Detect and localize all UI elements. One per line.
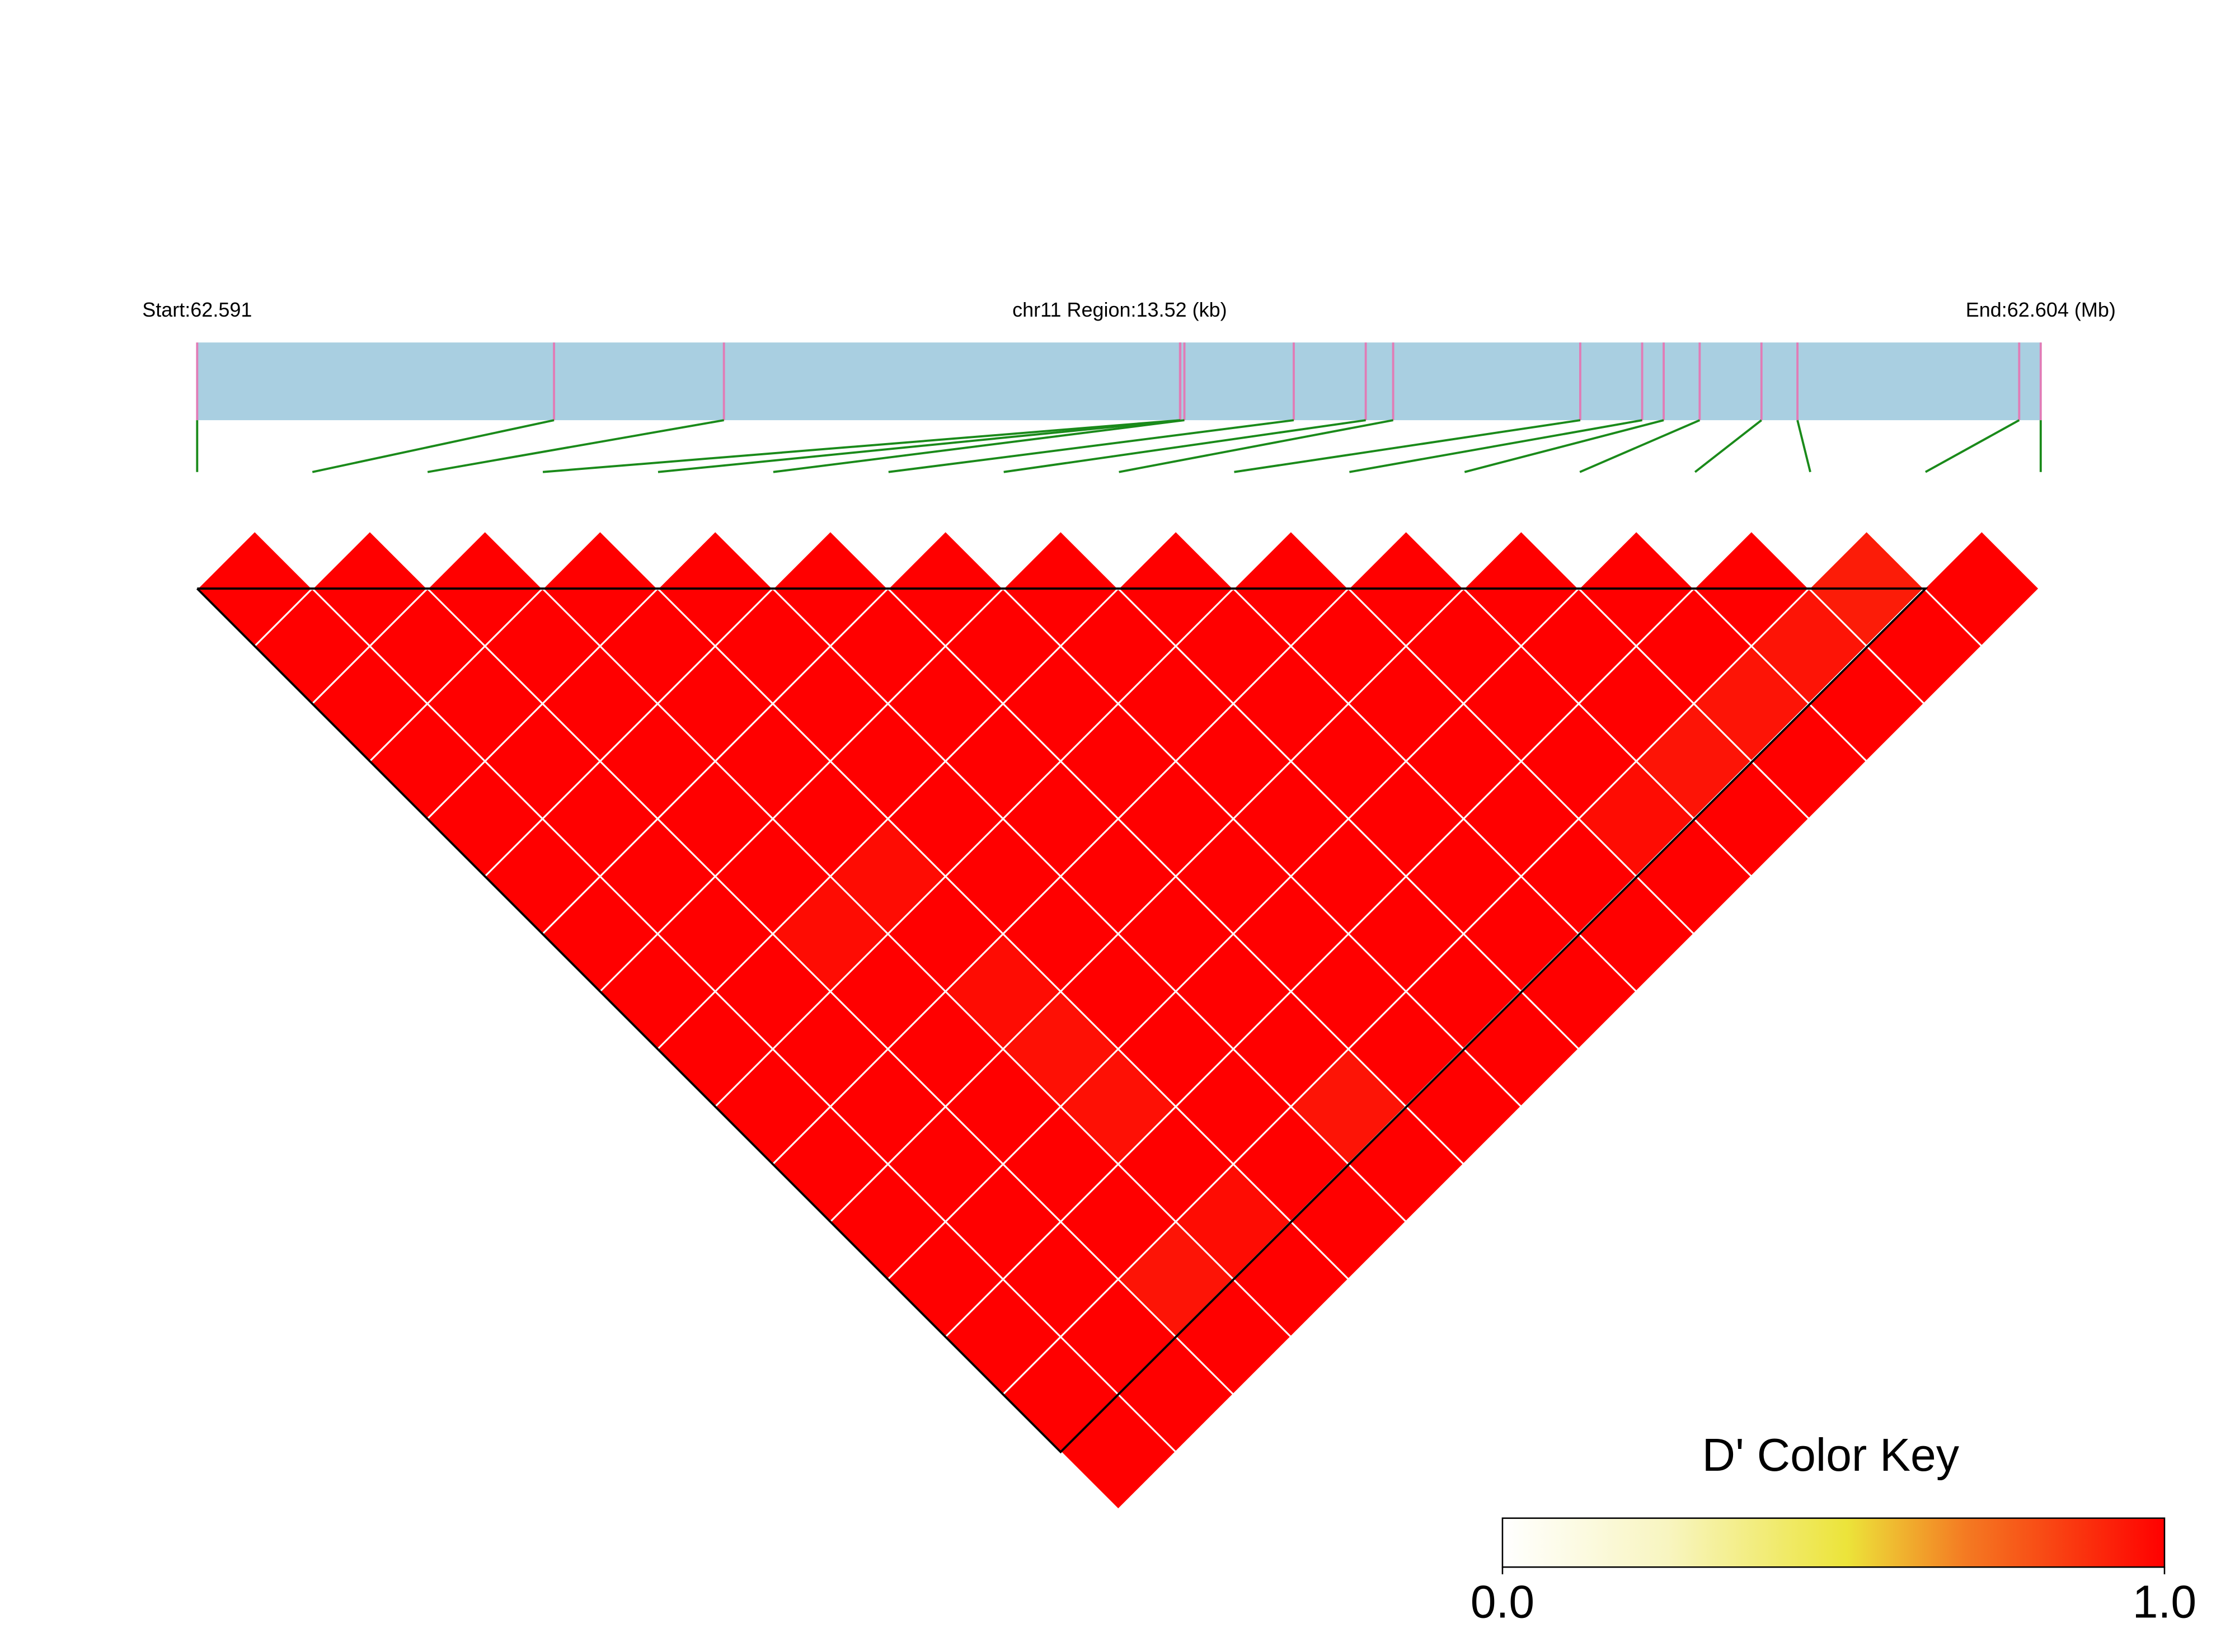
snp-connector — [1349, 419, 1642, 473]
color-key-tick-label: 0.0 — [1471, 1576, 1534, 1627]
snp-markers — [196, 342, 2042, 473]
snp-connector — [1234, 419, 1581, 473]
color-key — [1501, 1517, 2166, 1568]
region-bar — [197, 342, 2041, 421]
snp-connector — [542, 419, 1180, 473]
snp-connector — [888, 419, 1294, 473]
color-key-ticks: 0.0 1.0 — [1471, 1567, 2196, 1627]
snp-connector — [773, 419, 1185, 473]
region-label: chr11 Region:13.52 (kb) — [1012, 298, 1227, 321]
color-key-tick-label: 1.0 — [2133, 1576, 2196, 1627]
block-outline — [196, 587, 1928, 1454]
color-key-title: D' Color Key — [1702, 1429, 1959, 1481]
snp-connector — [1119, 419, 1393, 473]
ld-cell — [1923, 529, 2041, 648]
start-label: Start:62.591 — [142, 298, 252, 321]
snp-connector — [1796, 420, 1811, 473]
end-label: End:62.604 (Mb) — [1966, 298, 2116, 321]
snp-connector — [1579, 419, 1701, 473]
snp-connector — [1694, 419, 1762, 473]
snp-connector — [1924, 419, 2020, 473]
snp-connector — [312, 419, 555, 473]
snp-connector — [427, 419, 724, 473]
snp-connector — [1003, 419, 1366, 473]
snp-connector — [658, 419, 1181, 473]
snp-connector — [1464, 419, 1664, 473]
ld-cells — [196, 529, 2041, 1511]
